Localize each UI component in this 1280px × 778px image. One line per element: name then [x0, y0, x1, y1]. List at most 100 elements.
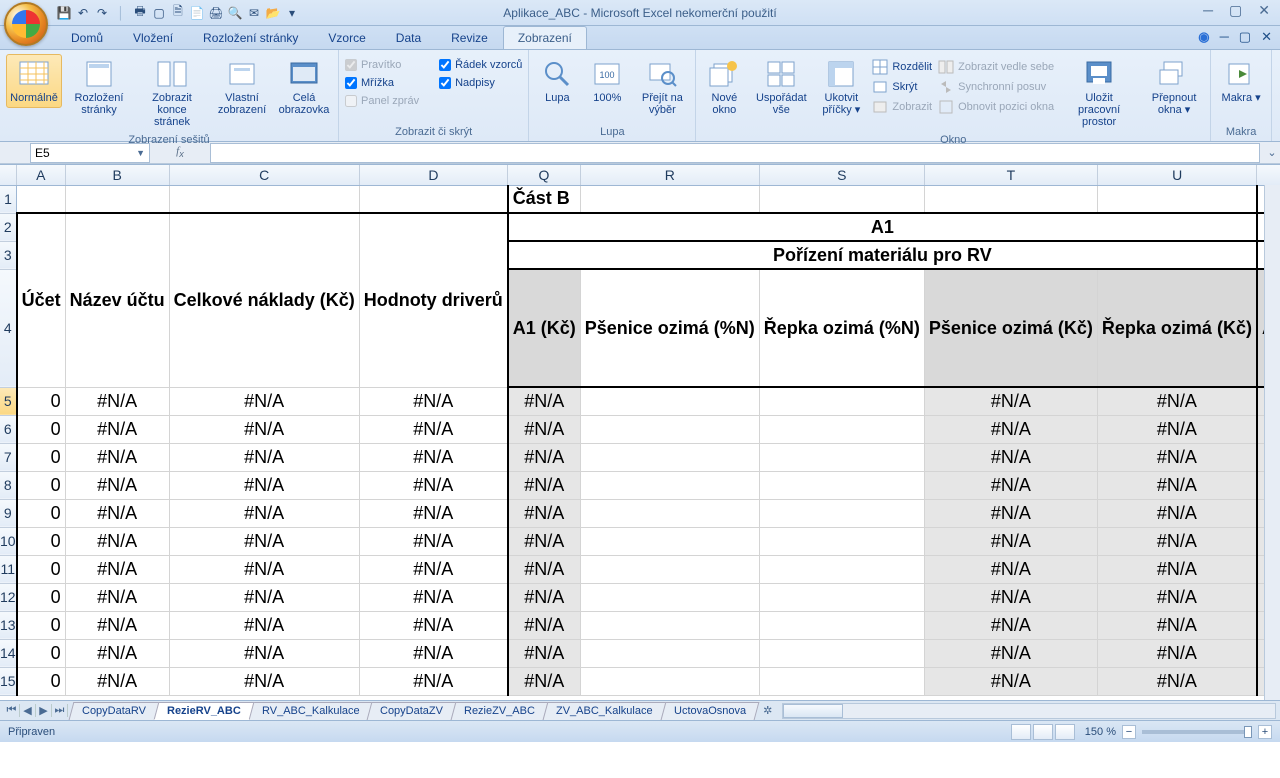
minimize-button[interactable]: ─ [1199, 2, 1217, 19]
zoom-selection-button[interactable]: Přejít na výběr [635, 54, 689, 120]
cell-U12[interactable]: #N/A [1097, 583, 1257, 611]
qat-undo-icon[interactable]: ↶ [75, 5, 91, 21]
col-header-A[interactable]: A [17, 165, 66, 185]
cell-T11[interactable]: #N/A [924, 555, 1097, 583]
row-header-15[interactable]: 15 [0, 667, 17, 695]
cell-A9[interactable]: 0 [17, 499, 66, 527]
view-pagebreak-button[interactable]: Zobrazit konce stránek [136, 54, 208, 132]
new-window-button[interactable]: Nové okno [702, 54, 746, 120]
cell-A12[interactable]: 0 [17, 583, 66, 611]
qat-preview-icon[interactable]: 🔍 [227, 5, 243, 21]
qat-open-icon[interactable]: 📂 [265, 5, 281, 21]
cell-D13[interactable]: #N/A [359, 611, 508, 639]
cell-S14[interactable] [759, 639, 924, 667]
qat-mail-icon[interactable]: ✉ [246, 5, 262, 21]
cell-B9[interactable]: #N/A [65, 499, 169, 527]
zoom-100-button[interactable]: 100 100% [585, 54, 629, 108]
view-normal-icon[interactable] [1011, 724, 1031, 740]
cell-S8[interactable] [759, 471, 924, 499]
cell-S5[interactable] [759, 387, 924, 415]
cell-T12[interactable]: #N/A [924, 583, 1097, 611]
row-header-3[interactable]: 3 [0, 241, 17, 269]
col-header-R[interactable]: R [580, 165, 759, 185]
cell-C6[interactable]: #N/A [169, 415, 359, 443]
cell-B8[interactable]: #N/A [65, 471, 169, 499]
cell-T15[interactable]: #N/A [924, 667, 1097, 695]
cell-Q12[interactable]: #N/A [508, 583, 581, 611]
cell-R7[interactable] [580, 443, 759, 471]
save-workspace-button[interactable]: Uložit pracovní prostor [1060, 54, 1138, 132]
cell-U14[interactable]: #N/A [1097, 639, 1257, 667]
cell-C14[interactable]: #N/A [169, 639, 359, 667]
cell-B12[interactable]: #N/A [65, 583, 169, 611]
cell-B6[interactable]: #N/A [65, 415, 169, 443]
cell-R9[interactable] [580, 499, 759, 527]
cell-T6[interactable]: #N/A [924, 415, 1097, 443]
ribbon-tab-revize[interactable]: Revize [436, 26, 503, 49]
cell-D9[interactable]: #N/A [359, 499, 508, 527]
col-header-C[interactable]: C [169, 165, 359, 185]
tab-insert-icon[interactable]: ✲ [757, 704, 778, 717]
row-header-7[interactable]: 7 [0, 443, 17, 471]
cell-S10[interactable] [759, 527, 924, 555]
cell-A5[interactable]: 0 [17, 387, 66, 415]
cell-S4[interactable]: Řepka ozimá (%N) [759, 269, 924, 387]
cell-D14[interactable]: #N/A [359, 639, 508, 667]
macros-button[interactable]: Makra ▾ [1217, 54, 1265, 108]
cell-A13[interactable]: 0 [17, 611, 66, 639]
ribbon-tab-vložení[interactable]: Vložení [118, 26, 188, 49]
cell-T7[interactable]: #N/A [924, 443, 1097, 471]
cell-D8[interactable]: #N/A [359, 471, 508, 499]
office-button[interactable] [4, 2, 48, 46]
cell-U6[interactable]: #N/A [1097, 415, 1257, 443]
cell-Q8[interactable]: #N/A [508, 471, 581, 499]
cell-C8[interactable]: #N/A [169, 471, 359, 499]
col-header-T[interactable]: T [924, 165, 1097, 185]
cell-merge-porizeni[interactable]: Pořízení materiálu pro RV [508, 241, 1257, 269]
cell-Q6[interactable]: #N/A [508, 415, 581, 443]
cell-Q5[interactable]: #N/A [508, 387, 581, 415]
row-header-4[interactable]: 4 [0, 269, 17, 387]
row-header-8[interactable]: 8 [0, 471, 17, 499]
cell-S9[interactable] [759, 499, 924, 527]
cell-D12[interactable]: #N/A [359, 583, 508, 611]
cell-C12[interactable]: #N/A [169, 583, 359, 611]
tab-last-icon[interactable]: ⏭ [52, 704, 68, 717]
ribbon-tab-zobrazení[interactable]: Zobrazení [503, 26, 587, 49]
cell-T4[interactable]: Pšenice ozimá (Kč) [924, 269, 1097, 387]
cell-C-header[interactable]: Celkové náklady (Kč) [169, 213, 359, 387]
cell-R4[interactable]: Pšenice ozimá (%N) [580, 269, 759, 387]
cell-U9[interactable]: #N/A [1097, 499, 1257, 527]
cell-T14[interactable]: #N/A [924, 639, 1097, 667]
cell-D11[interactable]: #N/A [359, 555, 508, 583]
cell-U11[interactable]: #N/A [1097, 555, 1257, 583]
cell-U13[interactable]: #N/A [1097, 611, 1257, 639]
cell-B10[interactable]: #N/A [65, 527, 169, 555]
cell-C11[interactable]: #N/A [169, 555, 359, 583]
zoom-slider[interactable] [1142, 730, 1252, 734]
cell-R12[interactable] [580, 583, 759, 611]
view-custom-button[interactable]: Vlastní zobrazení [214, 54, 270, 120]
cell-R8[interactable] [580, 471, 759, 499]
cell-U10[interactable]: #N/A [1097, 527, 1257, 555]
ribbon-close-button[interactable]: ✕ [1261, 29, 1272, 45]
cell-R11[interactable] [580, 555, 759, 583]
sheet-tab-ZV_ABC_Kalkulace[interactable]: ZV_ABC_Kalkulace [543, 702, 666, 720]
cell-Q4[interactable]: A1 (Kč) [508, 269, 581, 387]
qat-new-icon[interactable]: ▢ [151, 5, 167, 21]
ribbon-tab-domů[interactable]: Domů [56, 26, 118, 49]
cell-A11[interactable]: 0 [17, 555, 66, 583]
cell-S7[interactable] [759, 443, 924, 471]
formula-bar-expand[interactable]: ⌄ [1264, 146, 1280, 159]
row-header-14[interactable]: 14 [0, 639, 17, 667]
cell-C5[interactable]: #N/A [169, 387, 359, 415]
cell-A-header[interactable]: Účet [17, 213, 66, 387]
row-header-10[interactable]: 10 [0, 527, 17, 555]
qat-print-icon[interactable]: 🖶 [132, 5, 148, 21]
qat-quickprint-icon[interactable]: 🖨 [208, 5, 224, 21]
cell-merge-A1[interactable]: A1 [508, 213, 1257, 241]
row-header-5[interactable]: 5 [0, 387, 17, 415]
maximize-button[interactable]: ▢ [1225, 2, 1246, 19]
cell-A8[interactable]: 0 [17, 471, 66, 499]
vertical-scrollbar[interactable] [1264, 185, 1280, 700]
